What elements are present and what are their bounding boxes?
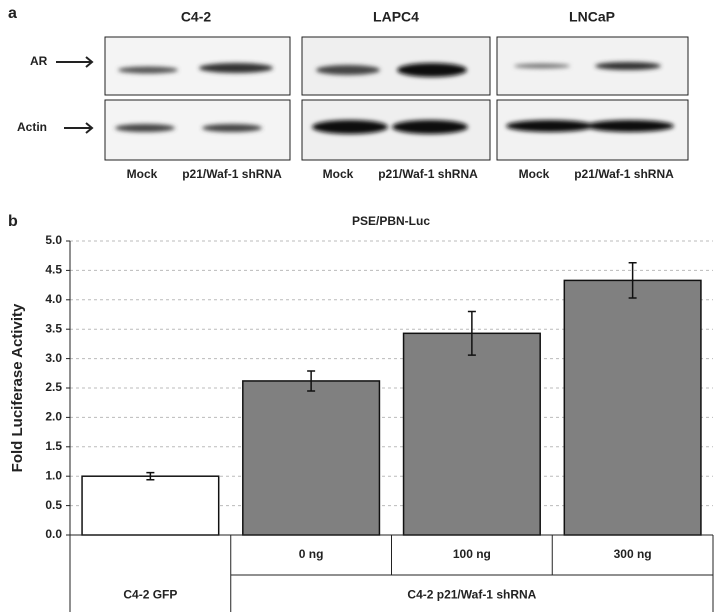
- row-label: Actin: [17, 120, 47, 134]
- band: [202, 124, 262, 132]
- band: [506, 120, 594, 132]
- bands: [115, 62, 674, 134]
- bar: [402, 332, 541, 536]
- y-axis-label: Fold Luciferase Activity: [9, 303, 26, 472]
- band: [312, 120, 388, 134]
- lane-label: Mock: [519, 167, 550, 181]
- bar: [563, 279, 702, 536]
- error-bar: [467, 310, 476, 356]
- y-tick-label: 1.0: [45, 468, 62, 482]
- row-label: AR: [30, 54, 48, 68]
- band: [115, 124, 175, 132]
- x-tick-label: 0 ng: [299, 547, 324, 561]
- blot-title: LAPC4: [373, 9, 419, 25]
- y-tick-label: 2.5: [45, 380, 62, 394]
- lane-label: p21/Waf-1 shRNA: [182, 167, 282, 181]
- bar: [81, 475, 220, 536]
- lane-label: Mock: [323, 167, 354, 181]
- blot-title: LNCaP: [569, 9, 615, 25]
- chart-title: PSE/PBN-Luc: [352, 214, 430, 228]
- y-tick-label: 0.5: [45, 498, 62, 512]
- arrow: [64, 122, 94, 134]
- x-tick-label: 100 ng: [453, 547, 491, 561]
- lane-label: Mock: [127, 167, 158, 181]
- y-tick-label: 5.0: [45, 233, 62, 247]
- y-tick-label: 4.5: [45, 263, 62, 277]
- y-tick-label: 3.5: [45, 321, 62, 335]
- arrow: [56, 56, 94, 68]
- y-tick-label: 4.0: [45, 292, 62, 306]
- western-blot-panel: a AR Actin C4-2 LAPC4 LNCa: [8, 5, 689, 181]
- panel-label: b: [8, 213, 18, 230]
- band: [595, 62, 661, 70]
- band: [397, 63, 467, 77]
- panel-label: a: [8, 5, 17, 22]
- blot-title: C4-2: [181, 9, 212, 25]
- band: [118, 66, 178, 74]
- band: [392, 120, 468, 134]
- y-tick-label: 3.0: [45, 351, 62, 365]
- lane-label: p21/Waf-1 shRNA: [574, 167, 674, 181]
- y-tick-label: 2.0: [45, 410, 62, 424]
- bar-chart: b PSE/PBN-Luc Fold Luciferase Activity 0…: [8, 213, 714, 612]
- bar: [242, 380, 381, 536]
- x-tick-label: C4-2 GFP: [123, 588, 177, 602]
- error-bar: [307, 370, 316, 392]
- y-tick-label: 1.5: [45, 439, 62, 453]
- band: [199, 63, 273, 73]
- lane-label: p21/Waf-1 shRNA: [378, 167, 478, 181]
- error-bar: [628, 262, 637, 299]
- band: [514, 63, 570, 69]
- band: [316, 65, 380, 75]
- group-label: C4-2 p21/Waf-1 shRNA: [407, 588, 536, 602]
- band: [586, 120, 674, 132]
- x-tick-label: 300 ng: [614, 547, 652, 561]
- error-bar: [146, 471, 155, 481]
- y-tick-label: 0.0: [45, 527, 62, 541]
